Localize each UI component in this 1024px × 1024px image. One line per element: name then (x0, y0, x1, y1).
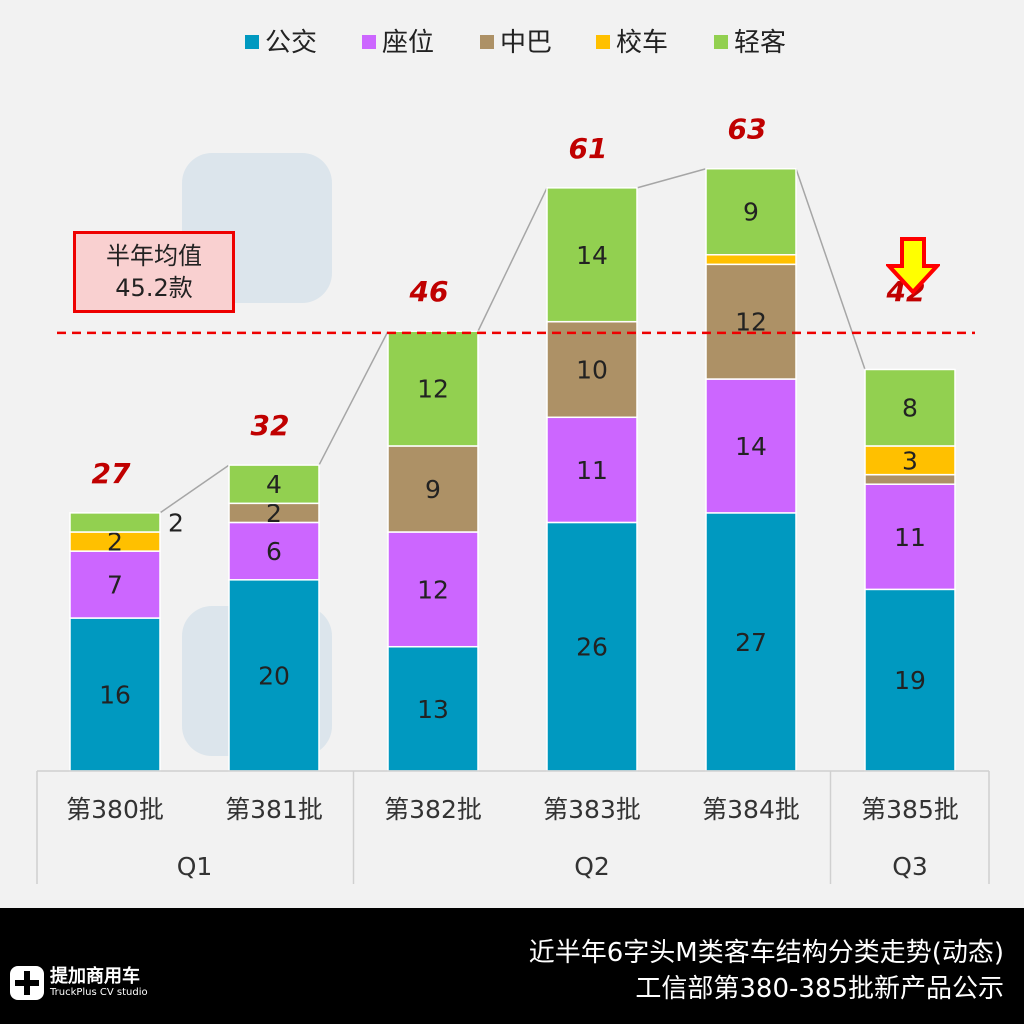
data-label: 11 (576, 456, 608, 485)
bar-segment (228, 464, 320, 505)
category-label: 第381批 (225, 795, 323, 824)
data-label: 9 (425, 475, 441, 504)
footer-logo: 提加商用车 TruckPlus CV studio (10, 966, 148, 1000)
data-label: 4 (266, 470, 282, 499)
bar-segment (705, 167, 797, 256)
data-label: 2 (107, 528, 123, 557)
bar-segment (864, 588, 956, 772)
data-label: 13 (417, 695, 449, 724)
bar-segment (864, 483, 956, 591)
bar-segment (546, 521, 638, 772)
data-label: 2 (266, 499, 282, 528)
bar-segment (864, 368, 956, 447)
data-label: 8 (902, 394, 918, 423)
footer-subtitle: 工信部第380-385批新产品公示 (635, 974, 1004, 1004)
legend-label: 校车 (616, 28, 668, 58)
connector-line (159, 464, 230, 514)
data-label: 12 (417, 575, 449, 604)
total-label: 63 (728, 113, 767, 146)
total-label: 27 (92, 457, 131, 490)
connector-line (477, 187, 548, 332)
total-label: 46 (409, 275, 449, 308)
legend-swatch (596, 35, 610, 49)
data-label: 7 (107, 571, 123, 600)
category-label: 第384批 (702, 795, 800, 824)
data-label: 14 (576, 241, 608, 270)
legend-swatch (714, 35, 728, 49)
data-label: 10 (576, 355, 608, 384)
stacked-bar-chart: 公交 座位 中巴 校车 轻客1672227第380批2062432第381批131291… (36, 28, 990, 884)
bar-segment (387, 531, 479, 648)
total-label: 32 (251, 409, 290, 442)
data-label: 14 (735, 432, 767, 461)
group-label: Q1 (177, 852, 213, 881)
category-label: 第385批 (861, 795, 959, 824)
data-label: 2 (168, 508, 184, 537)
legend-label: 中巴 (500, 28, 552, 58)
bar-segment (387, 330, 479, 447)
bar-segment (864, 473, 956, 485)
category-label: 第380批 (66, 795, 164, 824)
logo-cn: 提加商用车 (50, 966, 140, 987)
bar-segment (69, 550, 161, 619)
data-label: 9 (743, 198, 759, 227)
average-label: 半年均值 (106, 242, 202, 270)
footer-title: 近半年6字头M类客车结构分类走势(动态) (528, 938, 1004, 968)
data-label: 6 (266, 537, 282, 566)
data-label: 11 (894, 523, 926, 552)
category-label: 第382批 (384, 795, 482, 824)
legend-label: 轻客 (734, 28, 786, 58)
data-label: 16 (99, 681, 131, 710)
legend-swatch (362, 35, 376, 49)
bar-segment (546, 416, 638, 524)
connector-line (636, 167, 707, 189)
bar-segment (387, 445, 479, 533)
connector-line (795, 168, 866, 370)
group-label: Q3 (892, 852, 928, 881)
down-arrow-icon (886, 237, 940, 295)
group-label: Q2 (574, 852, 610, 881)
logo-en: TruckPlus CV studio (50, 987, 148, 998)
data-label: 27 (735, 628, 767, 657)
bar-segment (705, 512, 797, 772)
average-callout: 半年均值 45.2款 (73, 231, 235, 313)
total-label: 61 (569, 132, 608, 165)
bar-segment (705, 378, 797, 514)
legend-swatch (245, 35, 259, 49)
data-label: 3 (902, 446, 918, 475)
category-label: 第383批 (543, 795, 641, 824)
connector-line (318, 330, 389, 466)
bar-segment (546, 187, 638, 323)
legend-label: 座位 (382, 28, 434, 58)
data-label: 26 (576, 633, 608, 662)
footer: 提加商用车 TruckPlus CV studio 近半年6字头M类客车结构分类… (0, 908, 1024, 1024)
logo-icon (10, 966, 44, 1000)
average-value: 45.2款 (115, 274, 193, 302)
data-label: 12 (417, 375, 449, 404)
bar-segment (546, 320, 638, 419)
bar-segment (705, 254, 797, 266)
legend-label: 公交 (265, 28, 317, 58)
bar-segment (228, 579, 320, 772)
legend-swatch (480, 35, 494, 49)
data-label: 19 (894, 666, 926, 695)
bar-segment (69, 512, 161, 533)
bar-segment (228, 521, 320, 581)
data-label: 20 (258, 661, 290, 690)
